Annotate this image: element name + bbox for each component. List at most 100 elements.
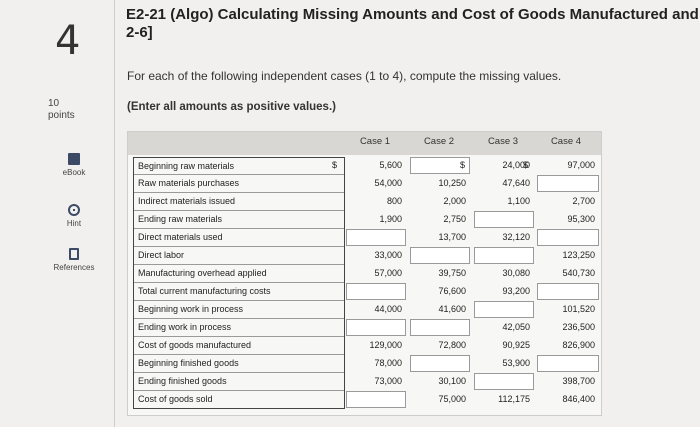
given-value-case-3: 32,120 — [474, 229, 534, 246]
question-number: 4 — [55, 18, 81, 64]
cell-value: 78,000 — [374, 358, 402, 368]
cell-value: 2,000 — [443, 196, 466, 206]
cell-value: 800 — [386, 196, 402, 206]
references-button[interactable]: References — [48, 248, 100, 272]
given-value-case-2: 41,600 — [410, 301, 470, 318]
given-value-case-2: 30,100 — [410, 373, 470, 390]
cell-value: 5,600 — [379, 160, 402, 170]
row-label: Beginning finished goods — [134, 355, 344, 373]
row-labels: Beginning raw materials Raw materials pur… — [133, 157, 345, 409]
answer-input-case-4[interactable] — [537, 175, 599, 192]
row-label: Beginning raw materials — [134, 157, 344, 175]
points-label: points — [48, 110, 75, 121]
cell-value: 129,000 — [369, 340, 402, 350]
cell-value: 57,000 — [374, 268, 402, 278]
cell-value: 33,000 — [374, 250, 402, 260]
cell-value: 540,730 — [562, 268, 595, 278]
answer-input-case-1[interactable] — [346, 319, 406, 336]
cell-value: 53,900 — [502, 358, 530, 368]
row-label: Manufacturing overhead applied — [134, 265, 344, 283]
given-value-case-2: 39,750 — [410, 265, 470, 282]
row-label: Raw materials purchases — [134, 175, 344, 193]
answer-input-case-2[interactable] — [410, 157, 470, 174]
lifebuoy-icon — [68, 204, 80, 216]
cell-value: 47,640 — [502, 178, 530, 188]
cell-value: 54,000 — [374, 178, 402, 188]
given-value-case-3: 53,900 — [474, 355, 534, 372]
instruction-bold-text: (Enter all amounts as positive values.) — [127, 101, 336, 113]
answer-input-case-3[interactable] — [474, 301, 534, 318]
answer-input-case-1[interactable] — [346, 391, 406, 408]
ebook-label: eBook — [62, 168, 86, 177]
given-value-case-1: 800 — [346, 193, 406, 210]
given-value-case-3: 47,640 — [474, 175, 534, 192]
answer-input-case-4[interactable] — [537, 355, 599, 372]
cell-value: 101,520 — [562, 304, 595, 314]
given-value-case-1: 44,000 — [346, 301, 406, 318]
cell-value: 236,500 — [562, 322, 595, 332]
header-case-3: Case 3 — [487, 136, 519, 147]
cell-value: 32,120 — [502, 232, 530, 242]
given-value-case-3: 1,100 — [474, 193, 534, 210]
cell-value: 95,300 — [567, 214, 595, 224]
hint-label: Hint — [66, 219, 82, 228]
header-case-1: Case 1 — [359, 136, 391, 147]
given-value-case-4: 2,700 — [537, 193, 599, 210]
cell-value: 30,100 — [438, 376, 466, 386]
answer-input-case-4[interactable] — [537, 229, 599, 246]
given-value-case-4: 826,900 — [537, 337, 599, 354]
row-label: Indirect materials issued — [134, 193, 344, 211]
header-case-4: Case 4 — [550, 136, 582, 147]
answer-input-case-3[interactable] — [474, 373, 534, 390]
cell-value: 75,000 — [438, 394, 466, 404]
cell-value: 1,100 — [507, 196, 530, 206]
hint-button[interactable]: Hint — [48, 204, 100, 228]
given-value-case-1: 73,000 — [346, 373, 406, 390]
cell-value: 123,250 — [562, 250, 595, 260]
answer-input-case-3[interactable] — [474, 247, 534, 264]
instruction-text: For each of the following independent ca… — [127, 69, 562, 83]
answer-input-case-4[interactable] — [537, 283, 599, 300]
given-value-case-4: 95,300 — [537, 211, 599, 228]
given-value-case-2: 2,000 — [410, 193, 470, 210]
cell-value: 30,080 — [502, 268, 530, 278]
cell-value: 846,400 — [562, 394, 595, 404]
book-icon — [68, 153, 80, 165]
document-icon — [69, 248, 79, 260]
cell-value: 39,750 — [438, 268, 466, 278]
given-value-case-2: 10,250 — [410, 175, 470, 192]
given-value-case-3: 112,175 — [474, 391, 534, 408]
row-label: Ending raw materials — [134, 211, 344, 229]
given-value-case-2: 2,750 — [410, 211, 470, 228]
given-value-case-2: 13,700 — [410, 229, 470, 246]
table-header — [128, 132, 601, 155]
cell-value: 826,900 — [562, 340, 595, 350]
dollar-sign: $ — [332, 160, 338, 170]
answer-input-case-2[interactable] — [410, 355, 470, 372]
row-label: Cost of goods manufactured — [134, 337, 344, 355]
ebook-button[interactable]: eBook — [48, 153, 100, 177]
answer-input-case-2[interactable] — [410, 319, 470, 336]
answer-input-case-3[interactable] — [474, 211, 534, 228]
given-value-case-1: 33,000 — [346, 247, 406, 264]
given-value-case-4: 846,400 — [537, 391, 599, 408]
header-case-2: Case 2 — [423, 136, 455, 147]
cell-value: 44,000 — [374, 304, 402, 314]
answer-input-case-1[interactable] — [346, 283, 406, 300]
given-value-case-1: 78,000 — [346, 355, 406, 372]
divider — [114, 0, 115, 427]
row-label: Direct labor — [134, 247, 344, 265]
dollar-sign: $ — [523, 160, 529, 170]
cell-value: 10,250 — [438, 178, 466, 188]
cell-value: 97,000 — [567, 160, 595, 170]
given-value-case-3: 42,050 — [474, 319, 534, 336]
answer-input-case-2[interactable] — [410, 247, 470, 264]
question-title: E2-21 (Algo) Calculating Missing Amounts… — [126, 6, 700, 23]
given-value-case-4: 236,500 — [537, 319, 599, 336]
given-value-case-4: 101,520 — [537, 301, 599, 318]
cell-value: 1,900 — [379, 214, 402, 224]
answer-input-case-1[interactable] — [346, 229, 406, 246]
cell-value: 24,000 — [502, 160, 530, 170]
given-value-case-4: 398,700 — [537, 373, 599, 390]
row-label: Total current manufacturing costs — [134, 283, 344, 301]
